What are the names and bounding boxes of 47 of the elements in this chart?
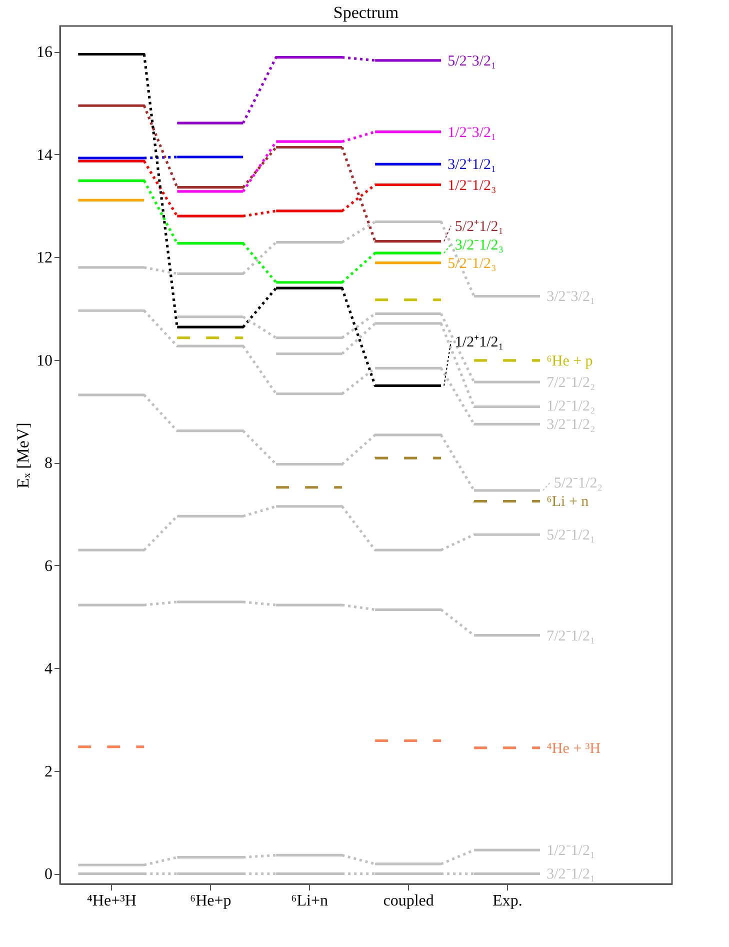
- series-label: 3/2⁻1/2₂: [546, 417, 596, 434]
- x-tick-label: ⁶He+p: [190, 892, 232, 910]
- y-tick-label: 12: [36, 250, 52, 267]
- y-tick-label: 16: [36, 44, 52, 62]
- y-tick-label: 14: [36, 146, 52, 164]
- line-series: [76, 52, 442, 387]
- series-label: 1/2⁻1/2₂: [546, 398, 596, 415]
- series-label: 5/2⁻3/2₁: [448, 53, 496, 70]
- series-label: 5/2⁻1/2₃: [448, 256, 496, 272]
- series-label: 5/2⁻1/2₁: [546, 528, 596, 544]
- legend-label: 5/2⁺1/2₁: [454, 218, 504, 235]
- series-label: 3/2⁺1/2₁: [448, 157, 496, 174]
- y-axis-title: Eₓ [MeV]: [14, 422, 32, 488]
- line-series: [76, 505, 542, 552]
- line-series: [76, 848, 542, 866]
- series-label: ⁶Li + n: [546, 494, 590, 510]
- series-label: ⁶He + p: [546, 353, 593, 370]
- series-label: 1/2⁻1/2₁: [546, 843, 596, 860]
- series-label: 1/2⁻3/2₁: [448, 124, 496, 141]
- y-tick-label: 0: [44, 866, 52, 884]
- series-label: 7/2⁻1/2₂: [546, 375, 596, 392]
- line-series: [76, 220, 542, 298]
- line-series: [176, 312, 542, 384]
- y-tick-label: 4: [44, 660, 52, 678]
- x-tick-label: Exp.: [492, 892, 522, 910]
- series-label: 3/2⁻3/2₁: [546, 289, 596, 306]
- line-series: [76, 309, 542, 426]
- series-label: ⁴He + ³H: [546, 740, 601, 757]
- y-tick-label: 10: [36, 352, 52, 370]
- y-tick-label: 2: [44, 763, 52, 780]
- line-series: [76, 394, 542, 492]
- y-tick-label: 6: [44, 558, 52, 575]
- x-tick-label: ⁶Li+n: [291, 892, 328, 910]
- series-label: 1/2⁻1/2₃: [448, 178, 496, 194]
- series-label: 3/2⁻1/2₁: [546, 866, 596, 883]
- line-series: [76, 104, 442, 243]
- line-series: [76, 600, 542, 637]
- legend-label: 5/2⁻1/2₂: [554, 476, 602, 492]
- x-tick-label: coupled: [383, 892, 434, 910]
- line-series: [76, 179, 442, 284]
- series-label: 7/2⁻1/2₁: [546, 628, 596, 644]
- chart-title: Spectrum: [333, 3, 399, 22]
- x-tick-label: ⁴He+³H: [86, 892, 137, 910]
- line-series: [76, 160, 442, 218]
- legend-label: 3/2⁻1/2₃: [454, 237, 504, 254]
- text: 1/2⁺1/2₁: [454, 334, 504, 350]
- y-tick-label: 8: [44, 455, 52, 472]
